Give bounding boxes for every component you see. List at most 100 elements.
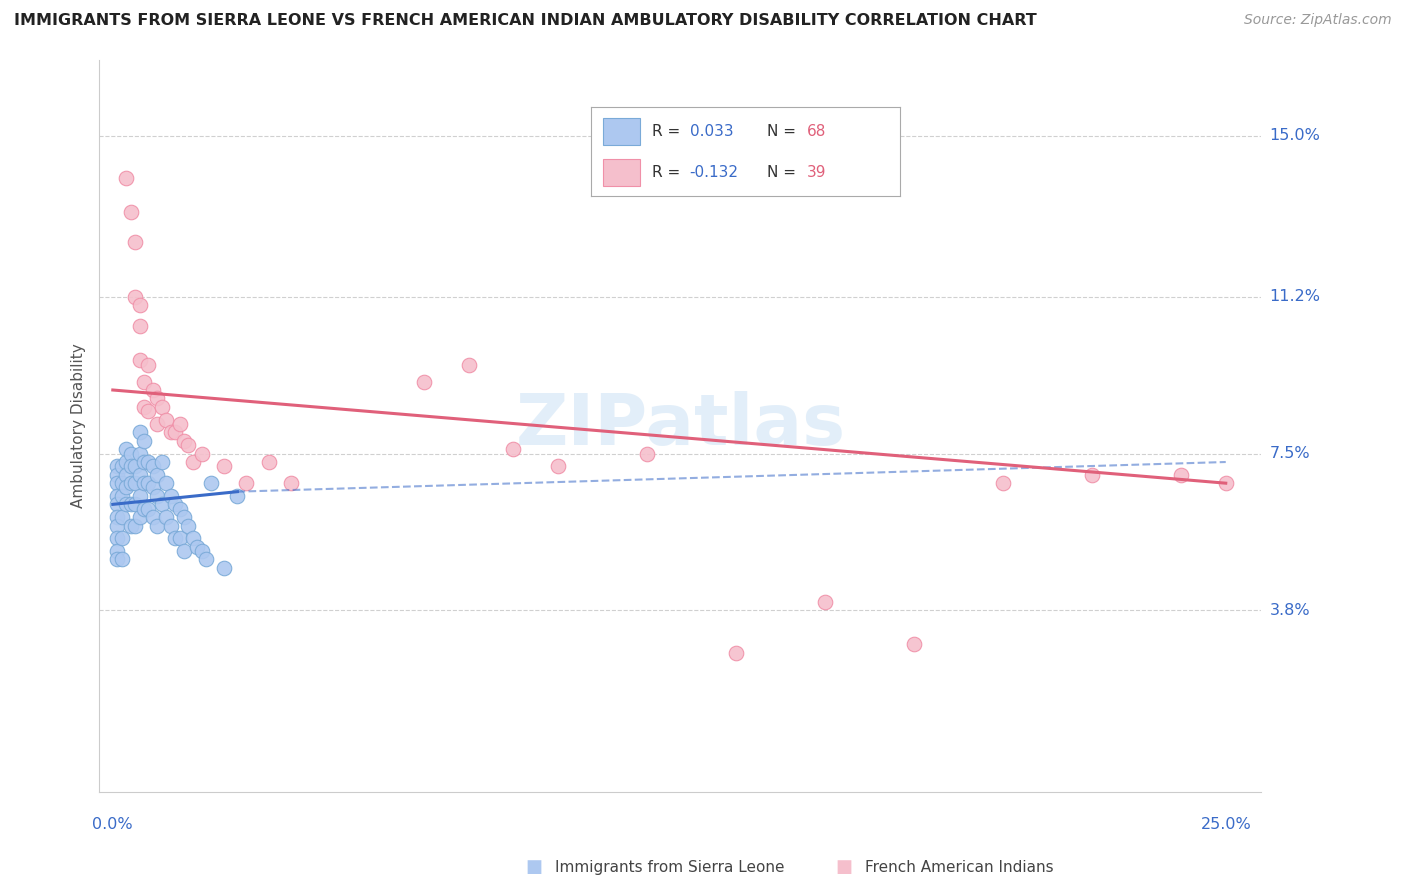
Point: [186, 540, 208, 554]
Point: [124, 459, 146, 474]
Text: French American Indians: French American Indians: [865, 860, 1053, 874]
Point: [257, 455, 280, 469]
Point: [120, 518, 142, 533]
Point: [200, 476, 222, 491]
Point: [212, 459, 235, 474]
Point: [814, 595, 837, 609]
Point: [138, 501, 160, 516]
Point: [124, 290, 146, 304]
Text: 11.2%: 11.2%: [1270, 289, 1320, 304]
Text: 3.8%: 3.8%: [1270, 603, 1310, 618]
Point: [502, 442, 524, 457]
Point: [181, 531, 204, 545]
Point: [159, 425, 181, 440]
Point: [146, 417, 169, 431]
Point: [115, 455, 138, 469]
Point: [105, 497, 128, 511]
Point: [128, 319, 150, 334]
Text: N =: N =: [766, 124, 800, 138]
Point: [128, 353, 150, 368]
Point: [132, 501, 155, 516]
Point: [138, 358, 160, 372]
Point: [191, 446, 214, 460]
Point: [165, 497, 187, 511]
Point: [181, 455, 204, 469]
Point: [105, 531, 128, 545]
Point: [146, 392, 169, 406]
Point: [159, 518, 181, 533]
Point: [150, 455, 173, 469]
Point: [155, 510, 177, 524]
Text: -0.132: -0.132: [689, 165, 738, 179]
Point: [1215, 476, 1237, 491]
Point: [124, 518, 146, 533]
Text: 7.5%: 7.5%: [1270, 446, 1310, 461]
Point: [132, 375, 155, 389]
Point: [111, 510, 134, 524]
Point: [138, 455, 160, 469]
Point: [111, 489, 134, 503]
FancyBboxPatch shape: [603, 159, 640, 186]
Point: [1170, 467, 1192, 482]
Point: [173, 434, 195, 448]
Point: [105, 467, 128, 482]
Text: 25.0%: 25.0%: [1201, 817, 1251, 832]
Point: [115, 497, 138, 511]
Point: [105, 476, 128, 491]
Point: [128, 510, 150, 524]
Point: [128, 298, 150, 312]
Point: [146, 489, 169, 503]
Point: [120, 497, 142, 511]
Text: R =: R =: [652, 165, 686, 179]
Text: 15.0%: 15.0%: [1270, 128, 1320, 144]
Point: [128, 489, 150, 503]
Point: [169, 501, 191, 516]
Text: 0.033: 0.033: [689, 124, 733, 138]
Point: [177, 438, 200, 452]
Point: [111, 531, 134, 545]
Point: [146, 518, 169, 533]
Point: [111, 476, 134, 491]
Point: [177, 518, 200, 533]
Point: [120, 459, 142, 474]
Point: [636, 446, 658, 460]
Point: [115, 480, 138, 494]
Point: [413, 375, 436, 389]
Text: Source: ZipAtlas.com: Source: ZipAtlas.com: [1244, 13, 1392, 28]
Point: [124, 476, 146, 491]
Point: [128, 446, 150, 460]
Point: [169, 531, 191, 545]
Text: ■: ■: [526, 858, 543, 876]
Text: ZIPatlas: ZIPatlas: [516, 392, 845, 460]
Point: [120, 205, 142, 219]
Point: [991, 476, 1014, 491]
Point: [115, 171, 138, 186]
Point: [146, 467, 169, 482]
Point: [1081, 467, 1104, 482]
Point: [142, 510, 165, 524]
Text: Immigrants from Sierra Leone: Immigrants from Sierra Leone: [555, 860, 785, 874]
Point: [105, 544, 128, 558]
Point: [132, 400, 155, 414]
Point: [142, 459, 165, 474]
Point: [105, 459, 128, 474]
Point: [111, 552, 134, 566]
Point: [120, 446, 142, 460]
Text: ■: ■: [835, 858, 852, 876]
Point: [191, 544, 214, 558]
Point: [155, 476, 177, 491]
Point: [280, 476, 302, 491]
FancyBboxPatch shape: [603, 118, 640, 145]
Point: [105, 510, 128, 524]
Text: IMMIGRANTS FROM SIERRA LEONE VS FRENCH AMERICAN INDIAN AMBULATORY DISABILITY COR: IMMIGRANTS FROM SIERRA LEONE VS FRENCH A…: [14, 13, 1036, 29]
Point: [150, 497, 173, 511]
Point: [173, 544, 195, 558]
Point: [903, 637, 925, 651]
Point: [124, 235, 146, 249]
Point: [235, 476, 257, 491]
Text: N =: N =: [766, 165, 800, 179]
Point: [115, 467, 138, 482]
Point: [105, 552, 128, 566]
Point: [150, 400, 173, 414]
Text: 0.0%: 0.0%: [93, 817, 134, 832]
